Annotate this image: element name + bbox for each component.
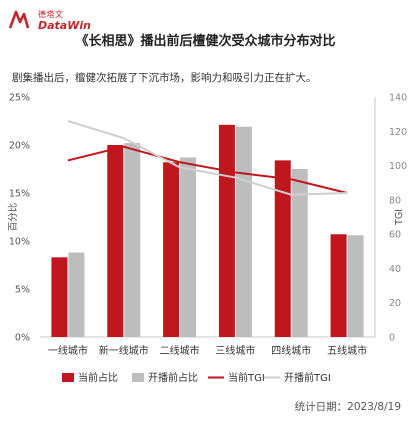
y-left-axis-title: 百分比 (7, 203, 19, 232)
header: 德塔文 DataWin 《长相思》播出前后檀健次受众城市分布对比 (0, 0, 411, 60)
legend-swatch (62, 373, 74, 382)
stat-date: 统计日期：2023/8/19 (294, 401, 401, 413)
x-tick-label: 四线城市 (271, 344, 311, 357)
bar-before-share (180, 157, 197, 337)
y-right-tick-label: 60 (389, 230, 401, 241)
bar-before-share (291, 169, 308, 337)
y-left-tick-label: 5% (15, 285, 30, 296)
bar-before-share (124, 143, 141, 337)
x-tick-label: 新一线城市 (99, 344, 149, 357)
y-right-tick-label: 40 (389, 264, 401, 275)
line-current-tgi (67, 145, 348, 194)
bar-before-share (68, 252, 85, 337)
legend-swatch (132, 373, 144, 382)
bar-current-share (51, 257, 68, 337)
x-tick-label: 三线城市 (215, 344, 255, 357)
y-left-tick-label: 25% (9, 93, 30, 104)
brand-logo: 德塔文 DataWin (8, 8, 91, 34)
bar-current-share (274, 160, 291, 337)
y-right-tick-label: 80 (389, 195, 401, 206)
legend-label: 开播前TGI (284, 371, 331, 384)
y-left-tick-label: 0% (15, 333, 30, 344)
y-right-axis-title: TGI (394, 209, 405, 226)
x-tick-label: 五线城市 (327, 344, 367, 357)
chart-subtitle: 剧集播出后，檀健次拓展了下沉市场，影响力和吸引力正在扩大。 (12, 72, 317, 84)
bar-current-share (163, 162, 180, 337)
legend-label: 当前TGI (228, 371, 265, 384)
bar-current-share (218, 124, 235, 337)
brand-name-en: DataWin (38, 19, 91, 32)
bar-before-share (347, 235, 364, 337)
line-before-tgi (67, 120, 348, 196)
y-right-tick-label: 100 (389, 161, 407, 172)
y-right-tick-label: 0 (389, 333, 395, 344)
y-right-tick-label: 140 (389, 93, 407, 104)
brand-name-cn: 德塔文 (38, 10, 64, 19)
y-left-tick-label: 20% (9, 141, 30, 152)
y-left-tick-label: 10% (9, 237, 30, 248)
x-tick-label: 二线城市 (160, 344, 200, 357)
chart-title: 《长相思》播出前后檀健次受众城市分布对比 (75, 34, 336, 49)
legend-label: 当前占比 (78, 371, 118, 384)
bar-before-share (235, 126, 252, 337)
datawin-logo-icon (8, 10, 30, 29)
legend-label: 开播前占比 (148, 371, 198, 384)
y-left-tick-label: 15% (9, 189, 30, 200)
x-tick-label: 一线城市 (48, 344, 88, 357)
bar-current-share (330, 234, 347, 337)
y-right-tick-label: 120 (389, 127, 407, 138)
bar-current-share (107, 145, 124, 337)
y-right-tick-label: 20 (389, 298, 401, 309)
